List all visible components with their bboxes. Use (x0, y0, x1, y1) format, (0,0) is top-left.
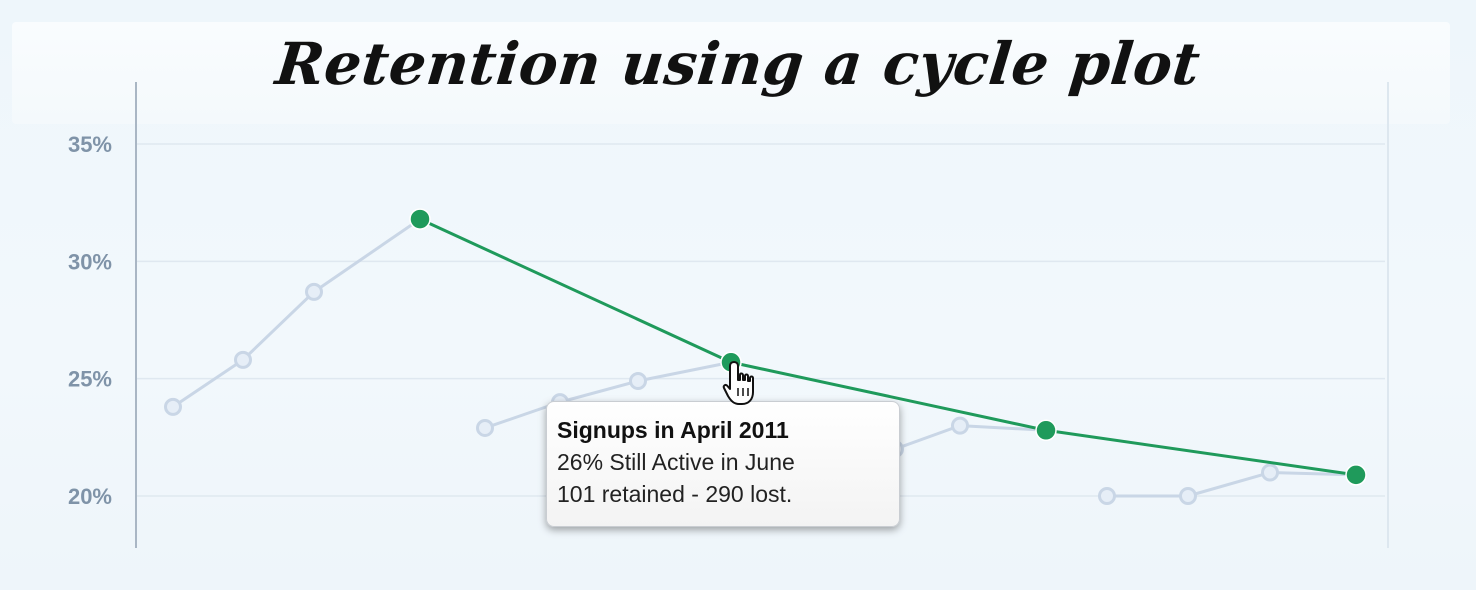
tooltip: Signups in April 2011 26% Still Active i… (546, 401, 900, 527)
tooltip-title: Signups in April 2011 (557, 417, 789, 443)
y-tick-label: 30% (68, 249, 112, 274)
tooltip-line-1: 26% Still Active in June (557, 449, 795, 475)
y-tick-label: 25% (68, 367, 112, 392)
y-tick-label: 35% (68, 132, 112, 157)
hand-cursor-icon (722, 361, 754, 405)
cycle-series-line (172, 217, 421, 409)
cycle-series-line (484, 360, 732, 430)
cycle-point[interactable] (305, 282, 323, 301)
cycle-point[interactable] (951, 416, 969, 435)
highlight-series-line (419, 217, 1357, 477)
cycle-point[interactable] (1261, 463, 1279, 482)
y-tick-labels: 35% 30% 25% 20% (68, 132, 112, 509)
highlight-point[interactable] (1345, 464, 1367, 486)
tooltip-line-2: 101 retained - 290 lost. (557, 481, 793, 507)
cycle-series-line (894, 424, 1047, 451)
cycle-point[interactable] (476, 418, 494, 437)
cycle-point[interactable] (1098, 487, 1116, 505)
cycle-point[interactable] (1179, 487, 1197, 505)
series-layer (164, 208, 1367, 505)
title-band (12, 22, 1450, 124)
cycle-point[interactable] (164, 397, 182, 416)
y-tick-label: 20% (68, 484, 112, 509)
cycle-point[interactable] (234, 350, 252, 369)
highlight-point[interactable] (409, 208, 431, 230)
cycle-series-line (1107, 471, 1357, 498)
highlight-point[interactable] (1035, 419, 1057, 442)
cycle-point[interactable] (629, 372, 647, 391)
